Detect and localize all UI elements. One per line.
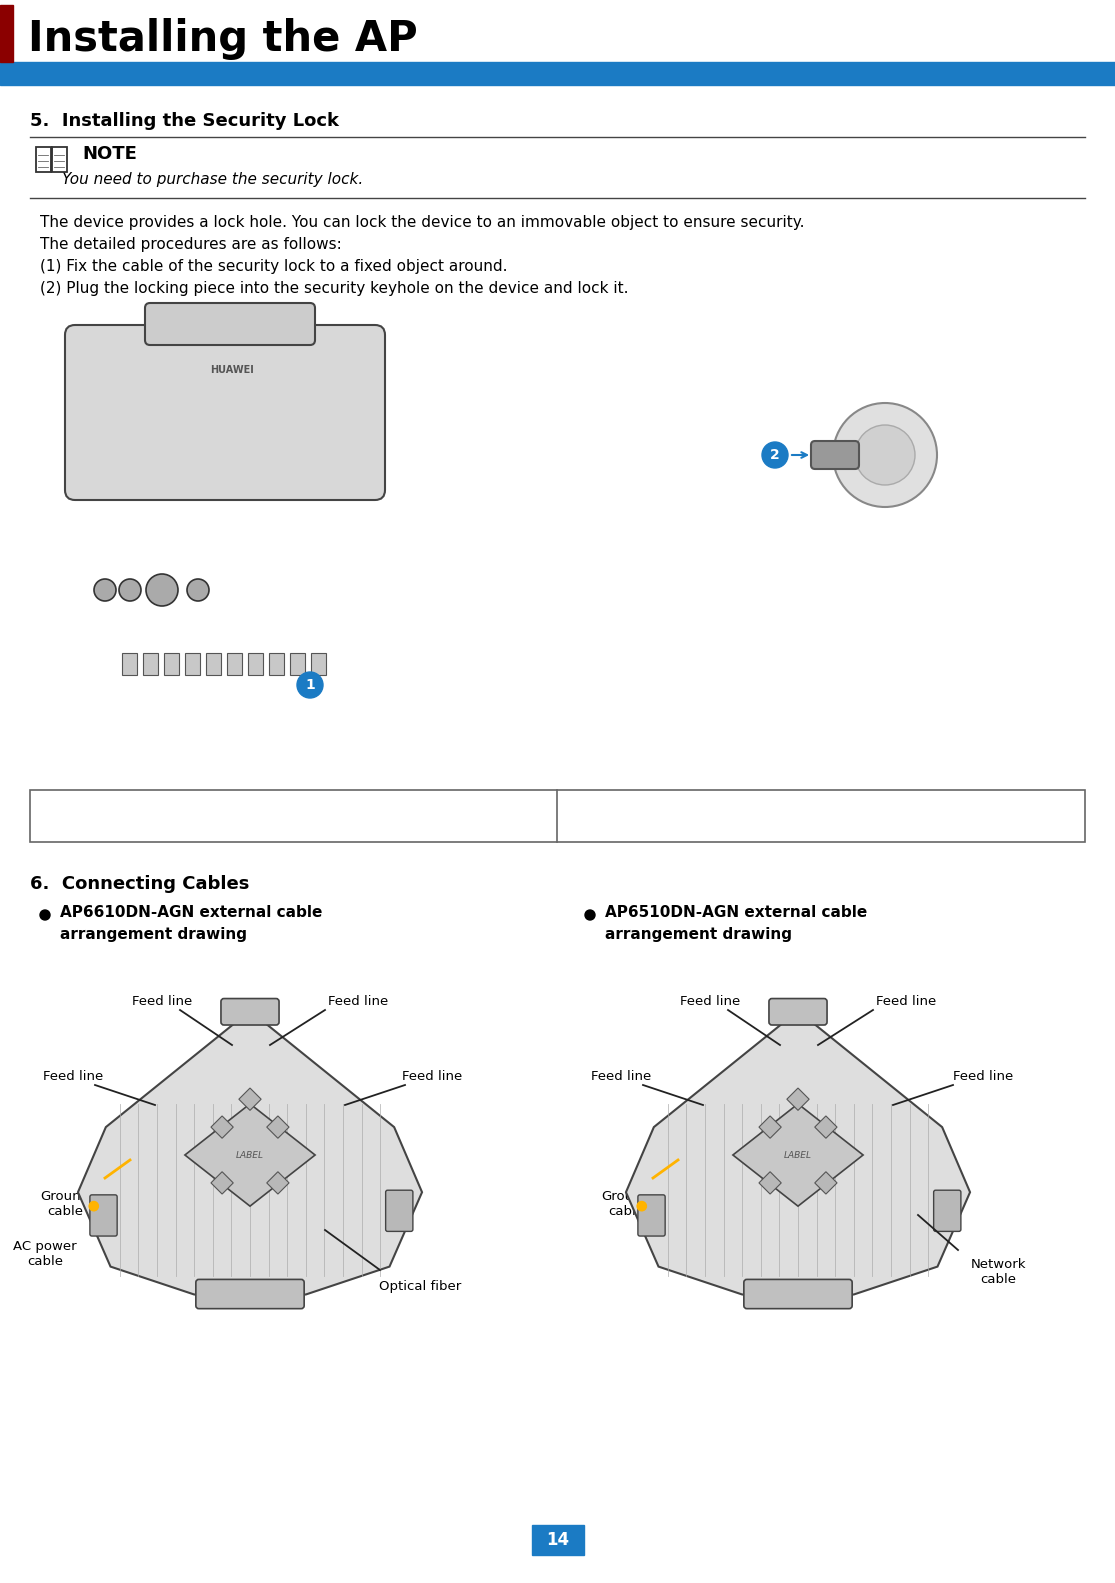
FancyBboxPatch shape bbox=[90, 1195, 117, 1236]
Text: You need to purchase the security lock.: You need to purchase the security lock. bbox=[62, 173, 363, 187]
Polygon shape bbox=[815, 1171, 837, 1194]
Text: AC power
cable: AC power cable bbox=[13, 1239, 77, 1268]
Circle shape bbox=[585, 910, 595, 920]
Text: 1. Lock hole: 1. Lock hole bbox=[50, 803, 142, 817]
Text: LABEL: LABEL bbox=[236, 1151, 264, 1159]
Polygon shape bbox=[787, 1088, 809, 1110]
Circle shape bbox=[94, 579, 116, 602]
Text: AP6610DN-AGN external cable: AP6610DN-AGN external cable bbox=[60, 905, 322, 920]
FancyBboxPatch shape bbox=[386, 1190, 413, 1232]
Bar bbox=[164, 654, 180, 674]
Text: Installing the AP: Installing the AP bbox=[28, 17, 418, 60]
Text: Feed line: Feed line bbox=[401, 1070, 462, 1083]
Text: 2: 2 bbox=[770, 448, 779, 462]
FancyBboxPatch shape bbox=[36, 147, 51, 173]
Circle shape bbox=[89, 1201, 98, 1211]
Bar bbox=[185, 654, 200, 674]
FancyBboxPatch shape bbox=[769, 999, 827, 1026]
Polygon shape bbox=[78, 1012, 423, 1295]
Text: (2) Plug the locking piece into the security keyhole on the device and lock it.: (2) Plug the locking piece into the secu… bbox=[40, 282, 629, 296]
Bar bbox=[248, 654, 263, 674]
Bar bbox=[30, 790, 1085, 842]
Circle shape bbox=[187, 579, 209, 602]
Polygon shape bbox=[266, 1116, 289, 1138]
Text: Network
cable: Network cable bbox=[970, 1258, 1026, 1285]
Text: 14: 14 bbox=[546, 1531, 570, 1550]
Polygon shape bbox=[211, 1116, 233, 1138]
Text: arrangement drawing: arrangement drawing bbox=[605, 928, 792, 942]
Polygon shape bbox=[185, 1103, 316, 1206]
Polygon shape bbox=[239, 1088, 261, 1110]
Bar bbox=[227, 654, 242, 674]
Bar bbox=[269, 654, 284, 674]
Bar bbox=[0, 5, 13, 62]
Circle shape bbox=[146, 575, 178, 606]
FancyBboxPatch shape bbox=[933, 1190, 961, 1232]
Bar bbox=[290, 654, 306, 674]
Text: HUAWEI: HUAWEI bbox=[210, 366, 254, 375]
Bar bbox=[0, 62, 1115, 85]
Polygon shape bbox=[759, 1116, 782, 1138]
Text: 2. Security lock: 2. Security lock bbox=[576, 803, 696, 817]
Text: Feed line: Feed line bbox=[328, 996, 388, 1008]
Text: 6.  Connecting Cables: 6. Connecting Cables bbox=[30, 875, 250, 893]
Circle shape bbox=[119, 579, 140, 602]
Text: Feed line: Feed line bbox=[42, 1070, 103, 1083]
Bar bbox=[311, 654, 326, 674]
Text: Ground
cable: Ground cable bbox=[40, 1190, 89, 1217]
Text: 5.  Installing the Security Lock: 5. Installing the Security Lock bbox=[30, 112, 339, 130]
FancyBboxPatch shape bbox=[65, 325, 385, 500]
Text: Feed line: Feed line bbox=[876, 996, 937, 1008]
Polygon shape bbox=[759, 1171, 782, 1194]
FancyBboxPatch shape bbox=[811, 442, 859, 469]
Polygon shape bbox=[815, 1116, 837, 1138]
Circle shape bbox=[833, 404, 937, 507]
FancyBboxPatch shape bbox=[196, 1279, 304, 1309]
Bar bbox=[532, 1524, 584, 1555]
Text: Feed line: Feed line bbox=[680, 996, 740, 1008]
FancyBboxPatch shape bbox=[638, 1195, 666, 1236]
Circle shape bbox=[637, 1201, 647, 1211]
Circle shape bbox=[855, 424, 915, 484]
FancyBboxPatch shape bbox=[744, 1279, 852, 1309]
Bar bbox=[122, 654, 137, 674]
Text: (1) Fix the cable of the security lock to a fixed object around.: (1) Fix the cable of the security lock t… bbox=[40, 260, 507, 274]
Text: arrangement drawing: arrangement drawing bbox=[60, 928, 248, 942]
Text: LABEL: LABEL bbox=[784, 1151, 812, 1159]
Circle shape bbox=[40, 910, 50, 920]
Text: The device provides a lock hole. You can lock the device to an immovable object : The device provides a lock hole. You can… bbox=[40, 215, 805, 230]
Text: NOTE: NOTE bbox=[83, 146, 137, 163]
Text: Feed line: Feed line bbox=[132, 996, 192, 1008]
FancyBboxPatch shape bbox=[221, 999, 279, 1026]
Polygon shape bbox=[626, 1012, 970, 1295]
Text: Ground
cable: Ground cable bbox=[601, 1190, 650, 1217]
Polygon shape bbox=[266, 1171, 289, 1194]
Text: Optical fiber: Optical fiber bbox=[379, 1281, 462, 1293]
Bar bbox=[143, 654, 158, 674]
Text: Feed line: Feed line bbox=[953, 1070, 1014, 1083]
Text: Feed line: Feed line bbox=[591, 1070, 651, 1083]
Text: 1: 1 bbox=[306, 678, 314, 692]
Bar bbox=[206, 654, 221, 674]
Polygon shape bbox=[733, 1103, 863, 1206]
Circle shape bbox=[762, 442, 788, 469]
Polygon shape bbox=[211, 1171, 233, 1194]
Text: AP6510DN-AGN external cable: AP6510DN-AGN external cable bbox=[605, 905, 867, 920]
Circle shape bbox=[297, 673, 323, 698]
FancyBboxPatch shape bbox=[52, 147, 67, 173]
Text: The detailed procedures are as follows:: The detailed procedures are as follows: bbox=[40, 237, 342, 252]
FancyBboxPatch shape bbox=[145, 302, 316, 345]
